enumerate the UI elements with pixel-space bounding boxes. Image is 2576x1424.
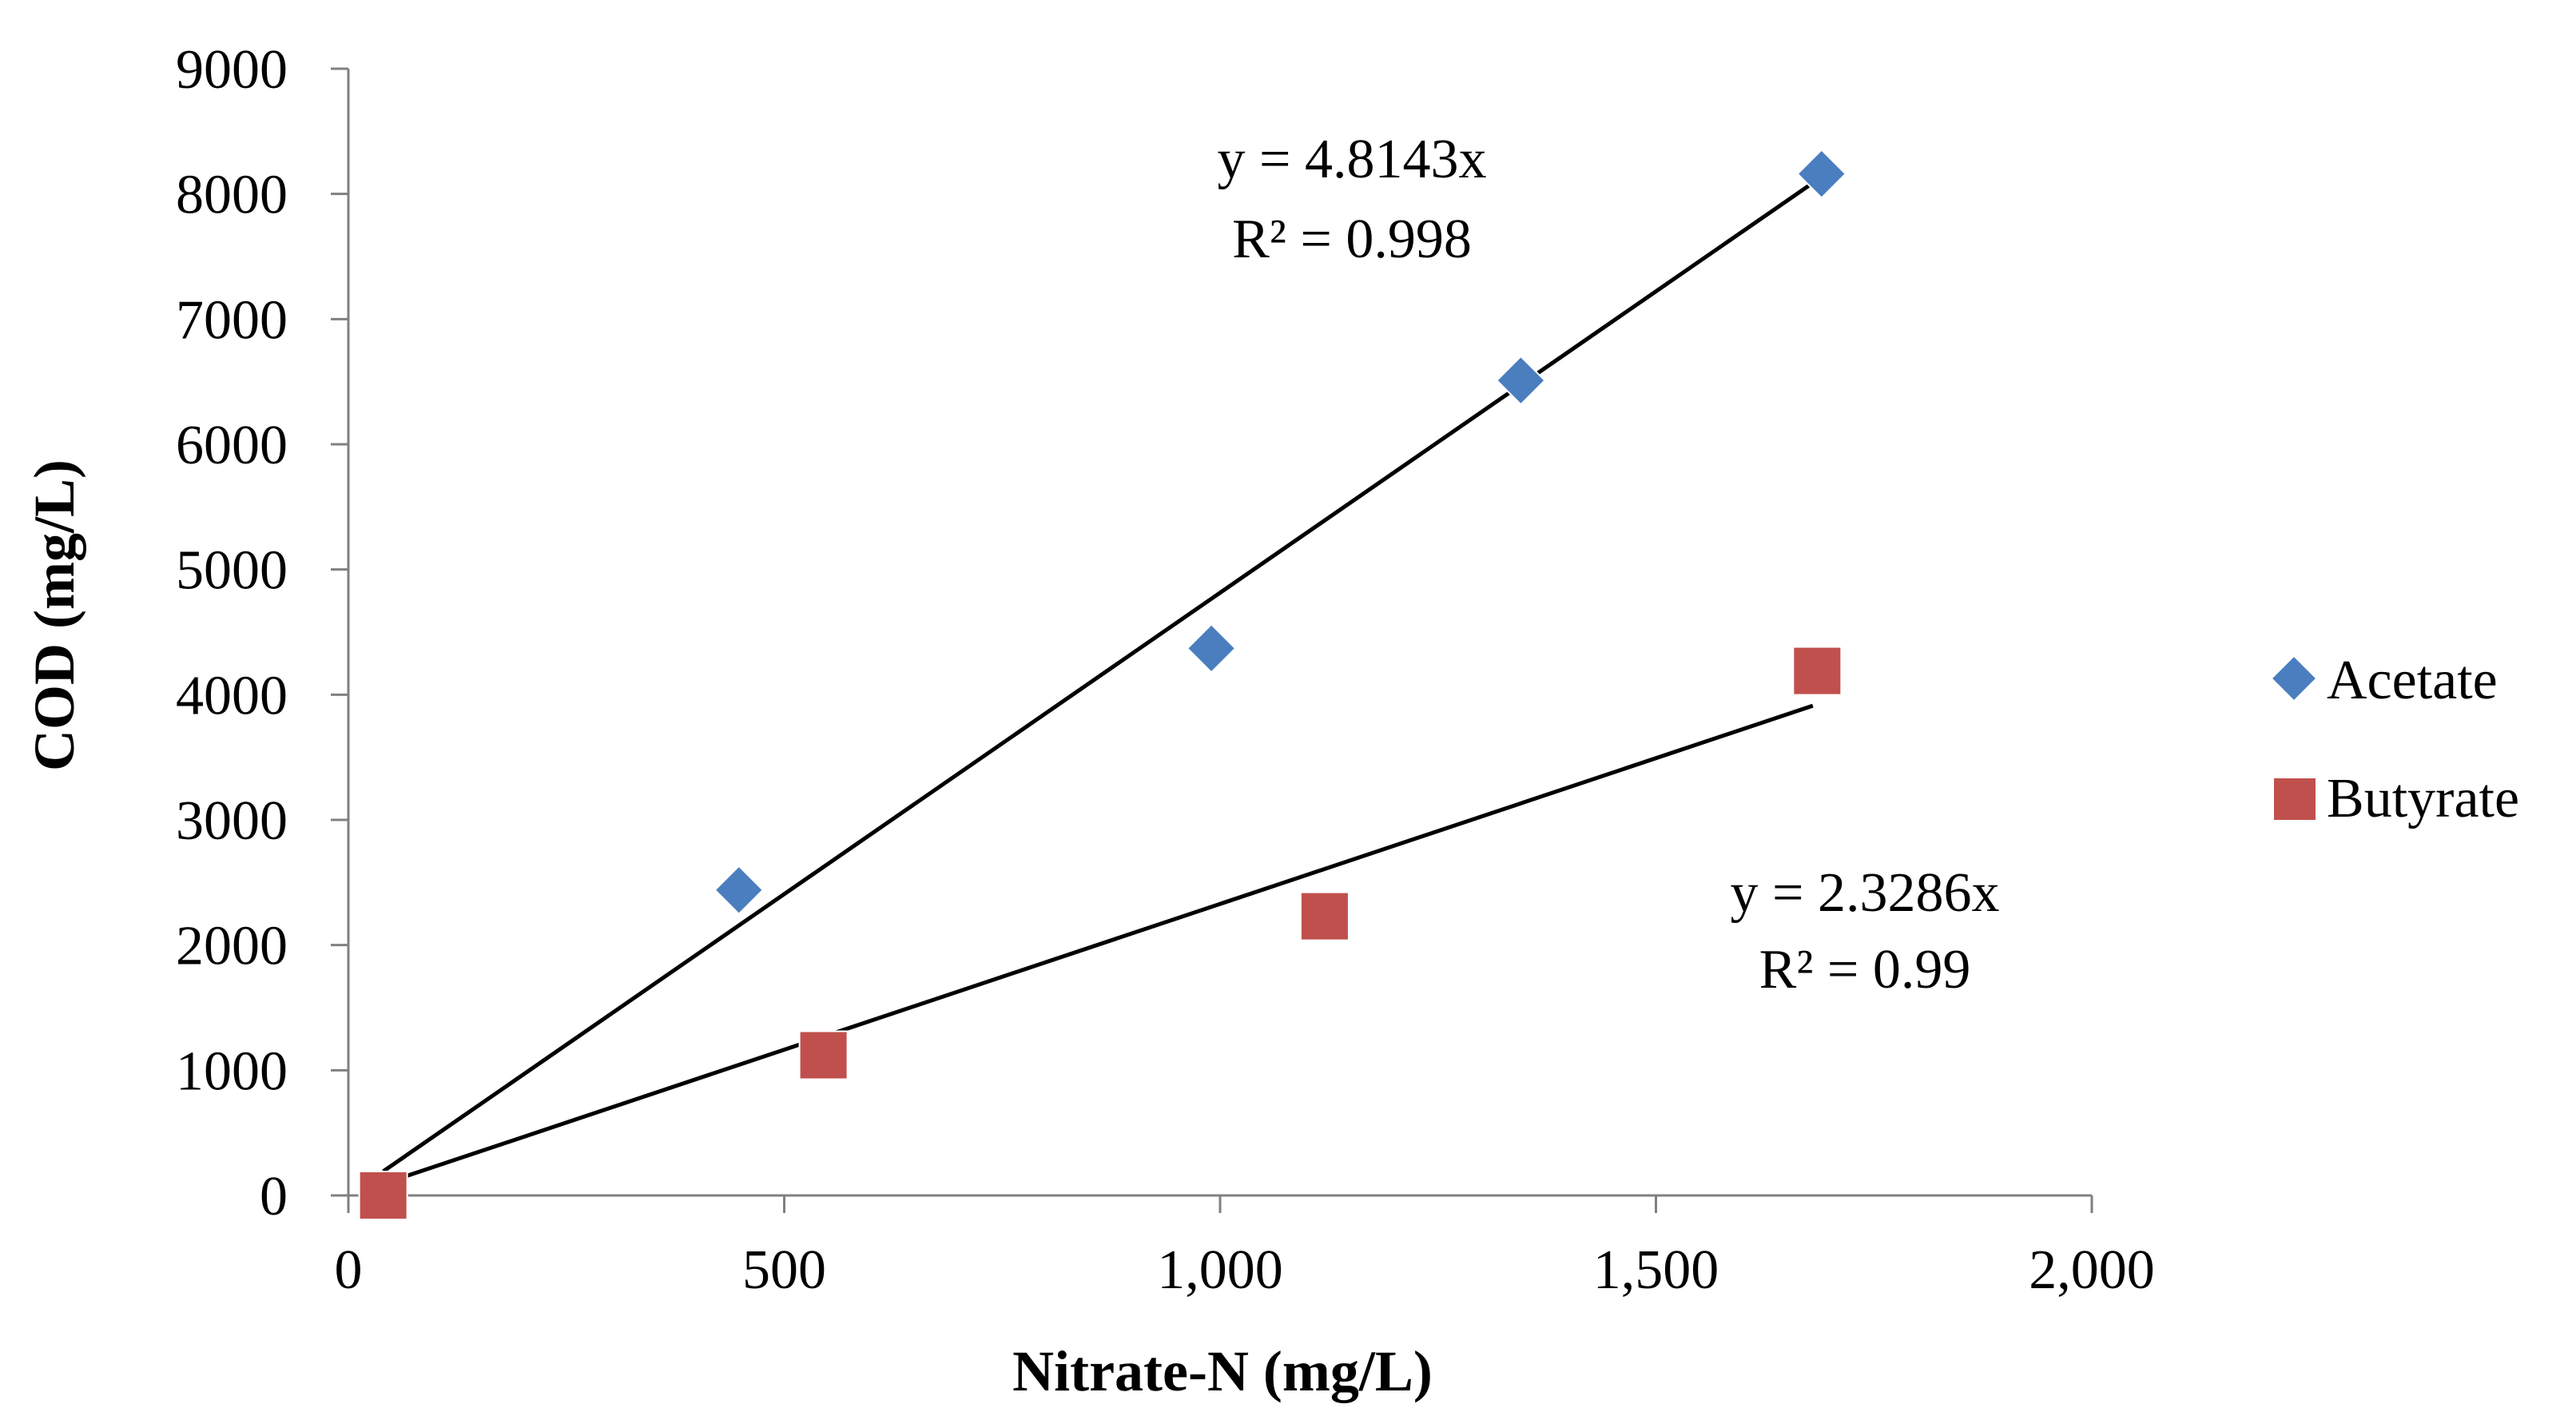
data-points: [358, 149, 1847, 1221]
legend-item-acetate: Acetate: [2272, 650, 2498, 711]
y-tick-label: 1000: [176, 1040, 288, 1102]
legend-acetate-label: Acetate: [2327, 650, 2498, 711]
butyrate-trendline: [382, 703, 1814, 1186]
acetate-point: [714, 865, 765, 916]
butyrate-point: [798, 1030, 849, 1080]
y-tick-label: 6000: [176, 415, 288, 476]
y-tick-label: 7000: [176, 289, 288, 351]
y-tick-label: 5000: [176, 540, 288, 602]
butyrate-r2: R² = 0.99: [1759, 939, 1971, 1000]
legend-butyrate-marker: [2274, 778, 2316, 820]
legend: Acetate Butyrate: [2272, 650, 2519, 829]
y-axis-title: COD (mg/L): [22, 459, 86, 771]
legend-butyrate-label: Butyrate: [2327, 768, 2519, 829]
y-tick-label: 0: [260, 1166, 288, 1227]
butyrate-equation: y = 2.3286x: [1731, 862, 2000, 924]
y-tick-label: 8000: [176, 165, 288, 226]
x-tick-label: 1,500: [1593, 1239, 1719, 1301]
x-tick-label: 500: [742, 1239, 826, 1301]
acetate-trendline: [382, 175, 1823, 1173]
x-tick-label: 0: [335, 1239, 363, 1301]
legend-item-butyrate: Butyrate: [2274, 768, 2519, 829]
butyrate-point: [358, 1171, 408, 1220]
y-axis-ticks: 0 1000 2000 3000 4000 5000 6000 7000 8000 9000: [176, 39, 348, 1227]
butyrate-point: [1792, 646, 1843, 696]
y-tick-label: 4000: [176, 665, 288, 726]
x-axis-title: Nitrate-N (mg/L): [1012, 1339, 1433, 1403]
y-tick-label: 9000: [176, 39, 288, 101]
x-axis-ticks: 0 500 1,000 1,500 2,000: [335, 1195, 2155, 1301]
butyrate-point: [1299, 891, 1350, 941]
y-tick-label: 2000: [176, 916, 288, 977]
acetate-equation: y = 4.8143x: [1218, 129, 1487, 190]
acetate-point: [1186, 623, 1237, 674]
x-tick-label: 1,000: [1157, 1239, 1283, 1301]
x-tick-label: 2,000: [2029, 1239, 2155, 1301]
y-tick-label: 3000: [176, 790, 288, 852]
acetate-point: [1495, 355, 1546, 406]
trendlines: [382, 175, 1823, 1186]
acetate-point: [1796, 149, 1847, 200]
acetate-r2: R² = 0.998: [1232, 209, 1472, 270]
